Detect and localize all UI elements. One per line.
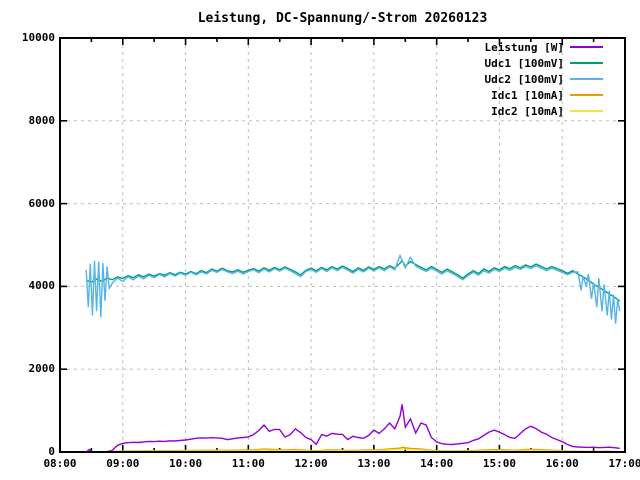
- legend-line-swatch-idc1: [570, 94, 603, 96]
- x-tick-label: 17:00: [608, 457, 640, 470]
- leistung-line: [85, 404, 620, 453]
- legend-item-udc2: Udc2 [100mV]: [485, 71, 603, 87]
- udc2-line: [85, 253, 621, 324]
- y-tick-label: 8000: [28, 113, 56, 127]
- x-tick-label: 14:00: [420, 457, 454, 470]
- x-tick-label: 12:00: [294, 457, 328, 470]
- legend-item-idc2: Idc2 [10mA]: [485, 103, 603, 119]
- udc1-line: [85, 259, 621, 302]
- y-tick-label: 10000: [21, 31, 55, 44]
- legend-item-idc1: Idc1 [10mA]: [485, 87, 603, 103]
- x-tick-label: 13:00: [357, 457, 391, 470]
- x-tick-label: 11:00: [231, 457, 265, 470]
- x-tick-label: 15:00: [482, 457, 516, 470]
- x-tick-label: 09:00: [106, 457, 140, 470]
- plot-border: [59, 37, 626, 453]
- legend-line-swatch-leistung: [570, 46, 603, 48]
- legend-label-udc2: Udc2 [100mV]: [484, 72, 564, 86]
- legend-item-udc1: Udc1 [100mV]: [485, 55, 603, 71]
- legend-line-swatch-udc2: [570, 78, 603, 80]
- legend-label-udc1: Udc1 [100mV]: [484, 56, 564, 70]
- legend-line-swatch-udc1: [570, 62, 603, 64]
- y-tick-label: 6000: [28, 196, 56, 210]
- x-tick-label: 16:00: [545, 457, 579, 470]
- x-tick-label: 10:00: [168, 457, 203, 470]
- y-tick-label: 0: [48, 445, 55, 458]
- legend-label-idc2: Idc2 [10mA]: [491, 104, 564, 118]
- y-tick-label: 4000: [28, 279, 56, 293]
- legend-item-leistung: Leistung [W]: [485, 39, 603, 55]
- chart-title: Leistung, DC-Spannung/-Strom 20260123: [197, 11, 488, 26]
- y-tick-label: 2000: [28, 362, 56, 376]
- legend-label-leistung: Leistung [W]: [484, 40, 564, 54]
- legend: Leistung [W] Udc1 [100mV] Udc2 [100mV] I…: [485, 39, 603, 119]
- legend-line-swatch-idc2: [570, 110, 603, 112]
- legend-label-idc1: Idc1 [10mA]: [491, 88, 564, 102]
- x-tick-label: 08:00: [43, 457, 77, 470]
